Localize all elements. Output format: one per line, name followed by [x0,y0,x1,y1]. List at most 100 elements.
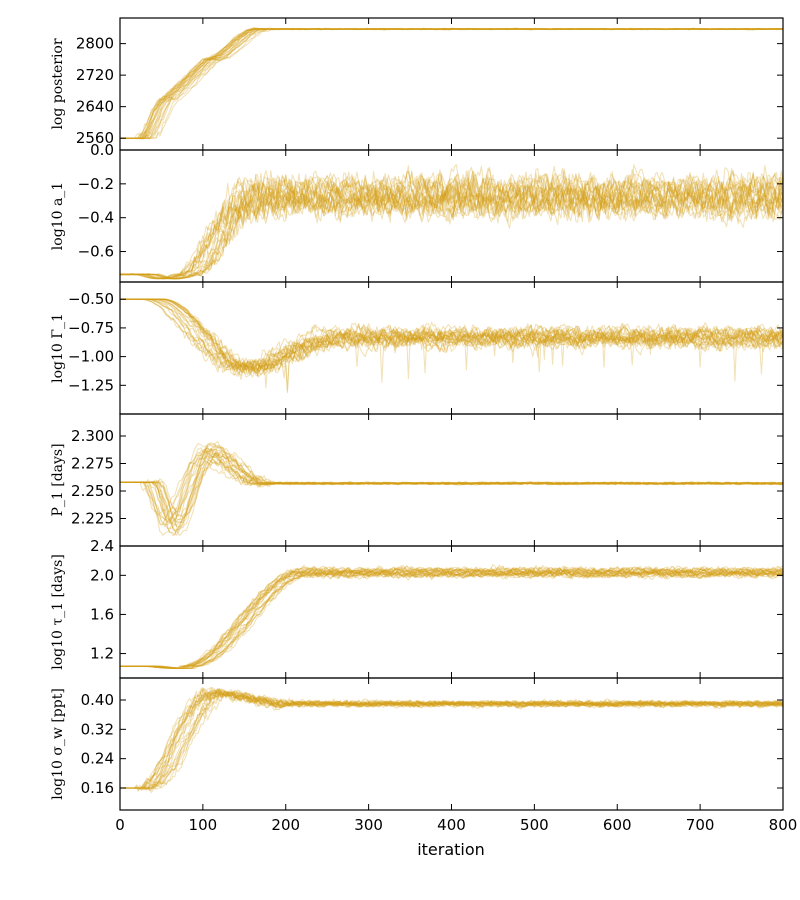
walker-trace [120,568,783,669]
walker-trace [120,298,783,380]
walker-trace [120,170,783,280]
y-tick-label: 2640 [76,98,114,116]
y-axis-label-Gamma1: log10 Γ_1 [50,313,66,383]
y-axis-label-logpost: log posterior [50,38,66,129]
walker-trace [120,567,783,669]
panel-frame [119,17,784,151]
walker-trace [120,298,783,371]
walker-trace [120,687,783,792]
walker-trace [120,298,783,383]
walker-trace [120,298,783,382]
walker-trace [120,165,783,280]
x-tick-label: 600 [603,816,632,834]
walker-trace [120,564,783,669]
x-tick-label: 400 [437,816,466,834]
walker-trace [120,686,783,789]
walker-trace [120,570,783,669]
walker-trace [120,27,783,139]
y-axis-label-tau1: log10 τ_1 [days] [50,554,66,670]
walker-trace [120,298,783,381]
walker-trace [120,27,783,140]
walker-trace [120,565,783,669]
y-tick-label: −1.25 [68,376,114,394]
walker-trace [120,566,783,669]
y-tick-label: 0.16 [81,779,114,797]
y-tick-label: 2.275 [71,455,114,473]
walker-trace [120,444,783,536]
walker-trace [120,688,783,791]
y-tick-label: 0.40 [81,691,114,709]
walker-trace [120,450,783,525]
walker-trace [120,568,783,669]
walker-trace [120,564,783,669]
walker-trace [120,569,783,669]
walker-trace [120,27,783,139]
x-tick-label: 800 [769,816,798,834]
walker-trace [120,27,783,139]
walker-trace [120,691,783,791]
walker-trace [120,449,783,532]
walker-trace [120,450,783,526]
walker-trace [120,567,783,669]
walker-trace [120,569,783,669]
walker-trace [120,447,783,530]
walker-trace [120,691,783,790]
walker-trace [120,298,783,374]
walker-traces-logpost [120,27,783,140]
walker-trace [120,566,783,669]
y-tick-label: 2.225 [71,510,114,528]
walker-trace [120,27,783,139]
walker-trace [120,174,783,280]
walker-trace [120,178,783,280]
walker-trace [120,179,783,280]
walker-trace [120,298,783,375]
walker-trace [120,569,783,669]
walker-trace [120,441,783,536]
walker-trace [120,184,783,280]
walker-trace [120,298,783,379]
walker-trace [120,448,783,527]
walker-trace [120,298,783,378]
walker-trace [120,172,783,280]
walker-trace [120,450,783,524]
panel-tau1: 1.2 1.6 2.0 2.4 log10 τ_1 [days] [50,537,784,679]
y-tick-label: 2800 [76,35,114,53]
y-tick-label: −0.75 [68,319,114,337]
y-tick-label: −0.2 [78,175,114,193]
y-tick-label: 0.0 [90,141,114,159]
walker-trace [120,298,783,374]
walker-trace [120,454,783,518]
x-tick-label: 500 [520,816,549,834]
walker-trace [120,298,783,376]
walker-trace [120,27,783,140]
x-tick-label: 700 [686,816,715,834]
walker-trace [120,298,783,373]
walker-trace [120,455,783,522]
walker-trace [120,184,783,280]
walker-trace [120,687,783,791]
walker-trace [120,165,783,279]
walker-trace [120,570,783,669]
y-tick-label: 2.300 [71,427,114,445]
y-tick-label: −1.00 [68,348,114,366]
walker-trace [120,298,783,392]
x-tick-label: 100 [189,816,218,834]
walker-trace [120,451,783,524]
panel-frame [119,545,784,679]
walker-trace [120,446,783,529]
y-tick-label: 1.2 [90,645,114,663]
walker-trace [120,566,783,669]
y-tick-label: 2560 [76,129,114,147]
walker-trace [120,27,783,139]
y-tick-label: −0.6 [78,243,114,261]
walker-trace [120,567,783,669]
walker-trace [120,564,783,669]
panel-P1: 2.225 2.250 2.275 2.300 P_1 [days] [50,413,784,547]
y-tick-label: 0.32 [81,720,114,738]
walker-trace [120,166,783,280]
panel-sigmaw: 0.16 0.24 0.32 0.40 log10 σ_w [ppt] [50,677,784,811]
walker-trace [120,27,783,139]
walker-trace [120,447,783,528]
